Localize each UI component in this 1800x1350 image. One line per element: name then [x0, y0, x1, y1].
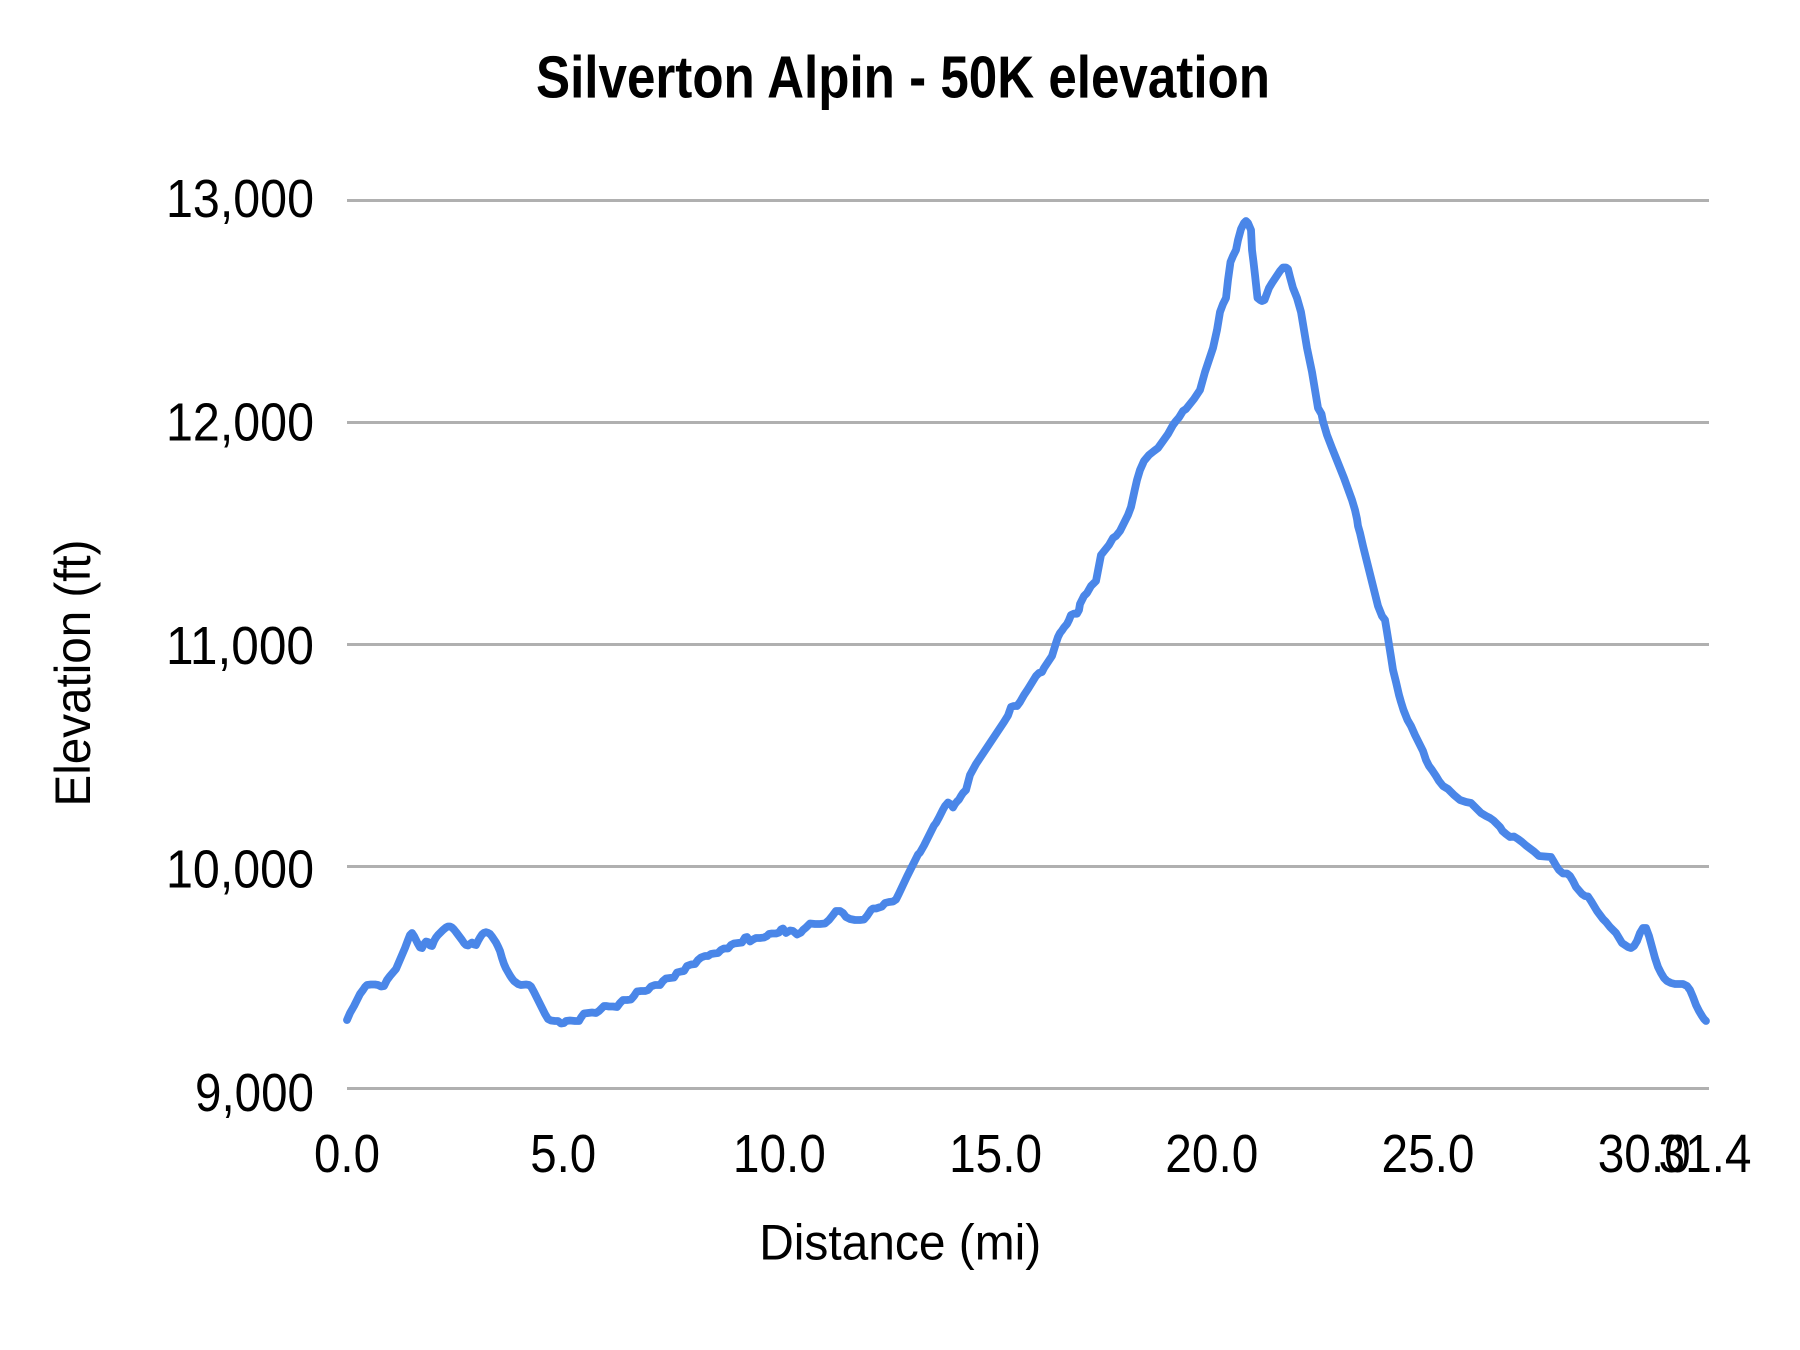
svg-text:Distance (mi): Distance (mi): [759, 1213, 1041, 1270]
svg-text:Elevation (ft): Elevation (ft): [44, 540, 101, 807]
svg-text:9,000: 9,000: [195, 1063, 314, 1123]
svg-text:25.0: 25.0: [1382, 1124, 1475, 1184]
svg-text:20.0: 20.0: [1165, 1124, 1258, 1184]
svg-text:0.0: 0.0: [314, 1124, 380, 1184]
svg-text:30.0: 30.0: [1598, 1124, 1691, 1184]
svg-text:Silverton Alpin - 50K elevatio: Silverton Alpin - 50K elevation: [536, 44, 1270, 110]
svg-text:31.4: 31.4: [1659, 1124, 1752, 1184]
svg-text:12,000: 12,000: [166, 393, 314, 453]
svg-text:11,000: 11,000: [166, 616, 314, 676]
svg-text:13,000: 13,000: [166, 169, 314, 229]
svg-text:5.0: 5.0: [530, 1124, 596, 1184]
svg-text:10.0: 10.0: [733, 1124, 826, 1184]
svg-text:10,000: 10,000: [166, 839, 314, 899]
svg-text:15.0: 15.0: [949, 1124, 1042, 1184]
